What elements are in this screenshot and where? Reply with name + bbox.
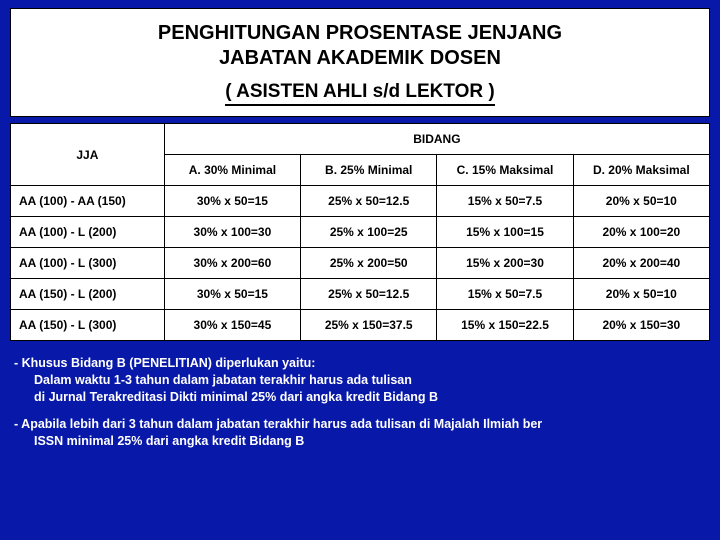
note1-l2: Dalam waktu 1-3 tahun dalam jabatan tera… [14, 373, 412, 387]
table-row: AA (150) - L (300) 30% x 150=45 25% x 15… [11, 310, 710, 341]
jja-header: JJA [11, 124, 165, 186]
title-line2: JABATAN AKADEMIK DOSEN [219, 47, 501, 69]
table-row: AA (100) - L (200) 30% x 100=30 25% x 10… [11, 217, 710, 248]
table-row: AA (150) - L (200) 30% x 50=15 25% x 50=… [11, 279, 710, 310]
col-a: A. 30% Minimal [164, 155, 300, 186]
table-row: AA (100) - L (300) 30% x 200=60 25% x 20… [11, 248, 710, 279]
cell: 15% x 50=7.5 [437, 279, 573, 310]
cell: 25% x 150=37.5 [301, 310, 437, 341]
table-row: AA (100) - AA (150) 30% x 50=15 25% x 50… [11, 186, 710, 217]
col-c: C. 15% Maksimal [437, 155, 573, 186]
row-label: AA (100) - L (300) [11, 248, 165, 279]
cell: 30% x 150=45 [164, 310, 300, 341]
note-2: - Apabila lebih dari 3 tahun dalam jabat… [14, 416, 706, 450]
cell: 30% x 50=15 [164, 279, 300, 310]
note2-l2: ISSN minimal 25% dari angka kredit Bidan… [14, 434, 304, 448]
cell: 20% x 150=30 [573, 310, 709, 341]
cell: 15% x 50=7.5 [437, 186, 573, 217]
title-line1: PENGHITUNGAN PROSENTASE JENJANG [158, 22, 562, 44]
note-1: - Khusus Bidang B (PENELITIAN) diperluka… [14, 355, 706, 406]
row-label: AA (150) - L (200) [11, 279, 165, 310]
cell: 15% x 150=22.5 [437, 310, 573, 341]
col-d: D. 20% Maksimal [573, 155, 709, 186]
bidang-header: BIDANG [164, 124, 709, 155]
header-subtitle: ( ASISTEN AHLI s/d LEKTOR ) [225, 81, 495, 106]
note2-l1: - Apabila lebih dari 3 tahun dalam jabat… [14, 417, 542, 431]
header-panel: PENGHITUNGAN PROSENTASE JENJANG JABATAN … [10, 8, 710, 117]
row-label: AA (100) - AA (150) [11, 186, 165, 217]
cell: 25% x 200=50 [301, 248, 437, 279]
notes-block: - Khusus Bidang B (PENELITIAN) diperluka… [10, 355, 710, 449]
cell: 15% x 100=15 [437, 217, 573, 248]
cell: 25% x 100=25 [301, 217, 437, 248]
cell: 25% x 50=12.5 [301, 186, 437, 217]
table-header-row-1: JJA BIDANG [11, 124, 710, 155]
col-b: B. 25% Minimal [301, 155, 437, 186]
cell: 20% x 200=40 [573, 248, 709, 279]
row-label: AA (100) - L (200) [11, 217, 165, 248]
cell: 30% x 200=60 [164, 248, 300, 279]
row-label: AA (150) - L (300) [11, 310, 165, 341]
cell: 15% x 200=30 [437, 248, 573, 279]
cell: 20% x 100=20 [573, 217, 709, 248]
cell: 30% x 50=15 [164, 186, 300, 217]
note1-l1: - Khusus Bidang B (PENELITIAN) diperluka… [14, 356, 315, 370]
percentage-table: JJA BIDANG A. 30% Minimal B. 25% Minimal… [10, 123, 710, 341]
header-title: PENGHITUNGAN PROSENTASE JENJANG JABATAN … [19, 21, 701, 71]
cell: 20% x 50=10 [573, 279, 709, 310]
cell: 20% x 50=10 [573, 186, 709, 217]
cell: 30% x 100=30 [164, 217, 300, 248]
note1-l3: di Jurnal Terakreditasi Dikti minimal 25… [14, 390, 438, 404]
cell: 25% x 50=12.5 [301, 279, 437, 310]
